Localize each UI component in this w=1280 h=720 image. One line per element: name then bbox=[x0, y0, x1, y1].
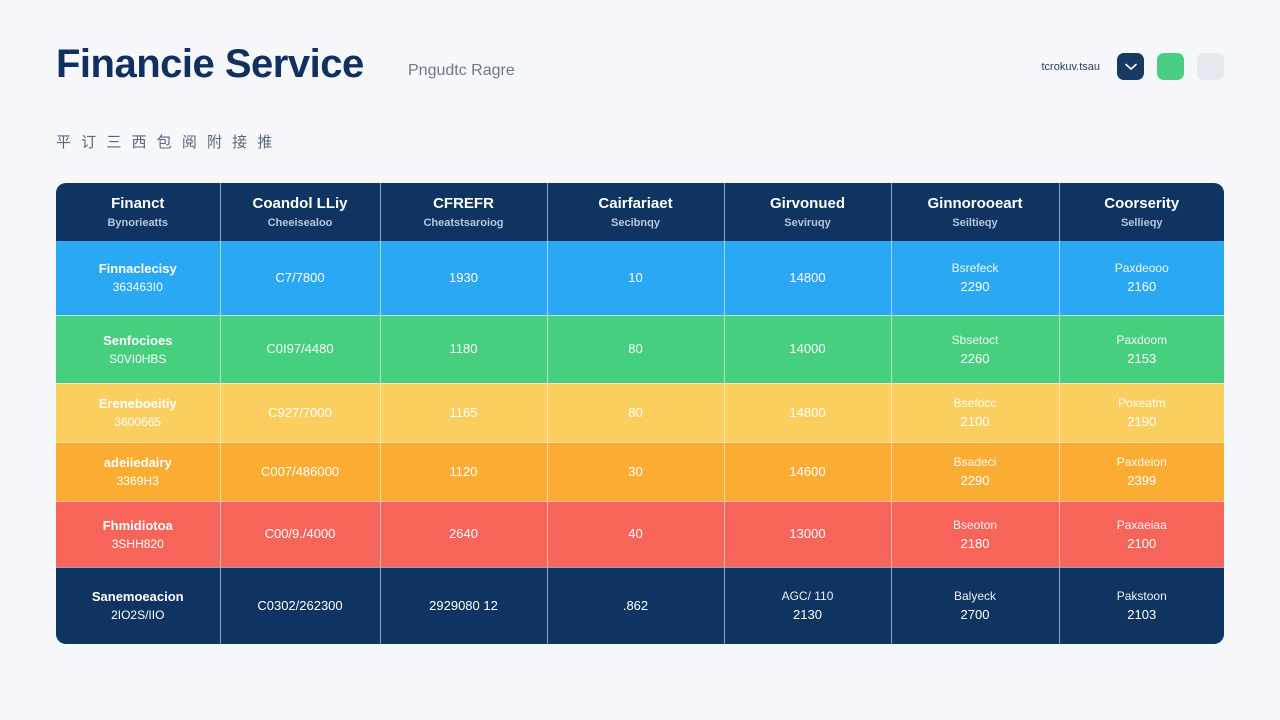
table-cell: 80 bbox=[547, 315, 725, 383]
table-cell: C927/7000 bbox=[220, 383, 381, 442]
table-cell: 1180 bbox=[380, 315, 548, 383]
table-cell: .862 bbox=[547, 567, 725, 644]
table-cell: 10 bbox=[547, 241, 725, 315]
row-name-cell: Sanemoeacion 2IO2S/IIO bbox=[56, 567, 221, 644]
header-menu-button[interactable] bbox=[1117, 53, 1144, 80]
table-cell: 13000 bbox=[724, 501, 892, 567]
finance-table: Financt Bynorieatts Coandol LLiy Cheeiseal… bbox=[56, 183, 1224, 644]
column-header[interactable]: Coorserity Sellieqy bbox=[1104, 195, 1180, 229]
table-cell: 2640 bbox=[380, 501, 548, 567]
table-cell: C0302/262300 bbox=[220, 567, 381, 644]
table-row[interactable]: Finnaclecisy 363463I0 C7/7800 1930 10 148… bbox=[56, 241, 1224, 315]
table-cell: Bsefocc 2100 bbox=[891, 383, 1060, 442]
table-cell: Paxdoom 2153 bbox=[1116, 332, 1168, 366]
table-cell: 80 bbox=[547, 383, 725, 442]
table-cell: Pakstoon 2103 bbox=[1116, 589, 1167, 623]
table-cell: Sbsetoct 2260 bbox=[891, 315, 1060, 383]
row-name-cell: Finnaclecisy 363463I0 bbox=[56, 241, 221, 315]
column-header[interactable]: Girvonued Seviruqy bbox=[724, 183, 892, 241]
page-subtitle: Pngudtc Ragre bbox=[408, 62, 515, 79]
table-cell: Bsrefeck 2290 bbox=[891, 241, 1060, 315]
header-status-button[interactable] bbox=[1157, 53, 1184, 80]
column-header[interactable]: Coandol LLiy Cheeisealoo bbox=[220, 183, 381, 241]
table-cell: 14800 bbox=[724, 241, 892, 315]
column-header[interactable]: Cairfariaet Secibnqy bbox=[547, 183, 725, 241]
table-cell: AGC/ 110 2130 bbox=[724, 567, 892, 644]
table-row[interactable]: Senfocioes S0VI0HBS C0I97/4480 1180 80 14… bbox=[56, 315, 1224, 383]
header-status-text: tcrokuv.tsau bbox=[1041, 61, 1101, 73]
table-row[interactable]: Sanemoeacion 2IO2S/IIO C0302/262300 29290… bbox=[56, 567, 1224, 644]
table-cell: 40 bbox=[547, 501, 725, 567]
column-header[interactable]: Ginnorooeart Seiltieqy bbox=[891, 183, 1060, 241]
table-cell: 1120 bbox=[380, 442, 548, 501]
row-name-cell: Senfocioes S0VI0HBS bbox=[56, 315, 221, 383]
table-cell: 1165 bbox=[380, 383, 548, 442]
table-cell: 2929080 12 bbox=[380, 567, 548, 644]
table-row[interactable]: Ereneboeitiy 3600665 C927/7000 1165 80 14… bbox=[56, 383, 1224, 442]
table-cell: 30 bbox=[547, 442, 725, 501]
section-label: 平 订 三 西 包 阅 附 接 推 bbox=[56, 134, 276, 151]
table-cell: 14000 bbox=[724, 315, 892, 383]
table-cell: 14600 bbox=[724, 442, 892, 501]
table-header-row: Financt Bynorieatts Coandol LLiy Cheeiseal… bbox=[56, 183, 1224, 241]
column-header[interactable]: Financt Bynorieatts bbox=[56, 183, 221, 241]
table-cell: Balyeck 2700 bbox=[891, 567, 1060, 644]
table-row[interactable]: Fhmidiotoa 3SHH820 C00/9./4000 2640 40 13… bbox=[56, 501, 1224, 567]
table-cell: C00/9./4000 bbox=[220, 501, 381, 567]
table-cell: Paxaeiaa 2100 bbox=[1116, 517, 1167, 551]
table-cell: C007/486000 bbox=[220, 442, 381, 501]
page-header: Financie Service Pngudtc Ragre tcrokuv.t… bbox=[56, 40, 1224, 92]
chevron-down-icon bbox=[1124, 63, 1137, 70]
table-cell: 14800 bbox=[724, 383, 892, 442]
table-cell: C0I97/4480 bbox=[220, 315, 381, 383]
column-header[interactable]: CFREFR Cheatstsaroiog bbox=[380, 183, 548, 241]
table-cell: Bseoton 2180 bbox=[891, 501, 1060, 567]
table-cell: Paxdeion 2399 bbox=[1116, 455, 1167, 488]
table-cell: Poxeatm 2190 bbox=[1118, 396, 1166, 429]
row-name-cell: Ereneboeitiy 3600665 bbox=[56, 383, 221, 442]
table-cell: Bsadeci 2290 bbox=[891, 442, 1060, 501]
table-cell: C7/7800 bbox=[220, 241, 381, 315]
row-name-cell: adeiiedairy 3369H3 bbox=[56, 442, 221, 501]
table-row[interactable]: adeiiedairy 3369H3 C007/486000 1120 30 14… bbox=[56, 442, 1224, 501]
row-name-cell: Fhmidiotoa 3SHH820 bbox=[56, 501, 221, 567]
page-title: Financie Service bbox=[56, 42, 364, 86]
header-options-button[interactable] bbox=[1197, 53, 1224, 80]
table-cell: 1930 bbox=[380, 241, 548, 315]
table-cell: Paxdeooo 2160 bbox=[1114, 261, 1169, 295]
